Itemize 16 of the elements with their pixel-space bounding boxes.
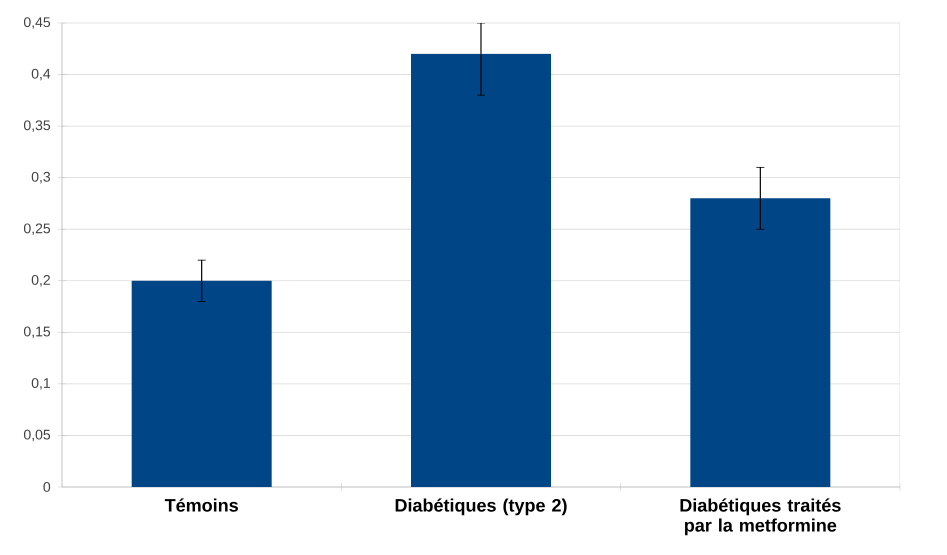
y-tick-label: 0,3 bbox=[32, 172, 50, 184]
bar bbox=[411, 54, 552, 487]
y-tick-label: 0,25 bbox=[24, 223, 50, 235]
y-tick-label: 0,35 bbox=[24, 120, 50, 132]
y-tick-label: 0 bbox=[43, 482, 50, 492]
y-tick-label: 0,4 bbox=[32, 68, 50, 80]
y-tick-label: 0,2 bbox=[32, 275, 50, 287]
bar bbox=[132, 280, 272, 487]
x-tick-label: Témoins bbox=[164, 498, 238, 512]
y-tick-label: 0,05 bbox=[24, 430, 50, 442]
y-tick-label: 0,45 bbox=[24, 17, 50, 29]
x-tick-label: Diabétiques (type 2) bbox=[396, 498, 567, 516]
x-tick-label: Diabétiques traités par la metformine bbox=[680, 498, 841, 536]
y-tick-label: 0,1 bbox=[32, 378, 50, 390]
bar bbox=[690, 198, 830, 487]
y-tick-label: 0,15 bbox=[24, 326, 50, 338]
